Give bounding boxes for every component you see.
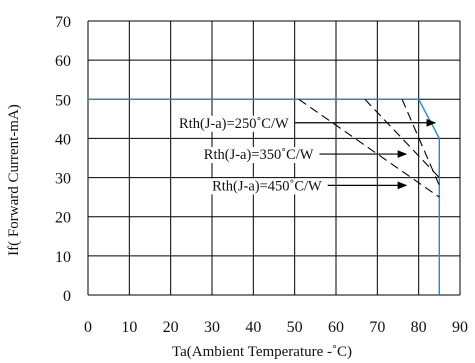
annotation-label-background [201,147,316,164]
x-tick-label: 60 [328,319,344,336]
x-tick-label: 20 [163,319,179,336]
y-tick-label: 30 [55,171,71,188]
x-axis-label: Ta(Ambient Temperature -˚C) [172,344,352,360]
x-tick-label: 80 [411,319,427,336]
annotation-label-3: Rth(J-a)=450˚C/W [212,178,322,194]
y-axis-label: If( Forward Current-mA) [6,104,22,256]
annotation-label-background [210,178,325,195]
y-tick-label: 10 [55,249,71,266]
y-tick-label: 40 [55,131,71,148]
annotation-label-2: Rth(J-a)=350˚C/W [204,147,314,163]
thermal-resistance-line-2 [364,98,440,178]
x-tick-label: 40 [245,319,261,336]
chart-grid [87,20,461,296]
chart-ticks: 0 10 20 30 40 50 60 70 80 90 0 10 20 30 40 50 60 70 [55,14,468,336]
chart-annotations: Rth(J-a)=250˚C/W Rth(J-a)=350˚C/W Rth(J-a)… [177,115,437,195]
thermal-resistance-line-3 [401,99,440,186]
annotation-label-1: Rth(J-a)=250˚C/W [179,116,289,132]
y-tick-label: 0 [63,288,71,305]
x-tick-label: 90 [452,319,468,336]
y-tick-label: 20 [55,210,71,227]
x-tick-label: 30 [204,319,220,336]
x-tick-label: 50 [287,319,303,336]
y-tick-label: 50 [55,92,71,109]
x-tick-label: 70 [369,319,385,336]
annotation-label-background [177,115,291,132]
thermal-resistance-line-1 [298,98,440,198]
chart-series [88,98,440,295]
x-tick-label: 10 [121,319,137,336]
y-tick-label: 70 [55,14,71,31]
derating-curve [88,98,440,295]
x-tick-label: 0 [84,319,92,336]
y-tick-label: 60 [55,53,71,70]
